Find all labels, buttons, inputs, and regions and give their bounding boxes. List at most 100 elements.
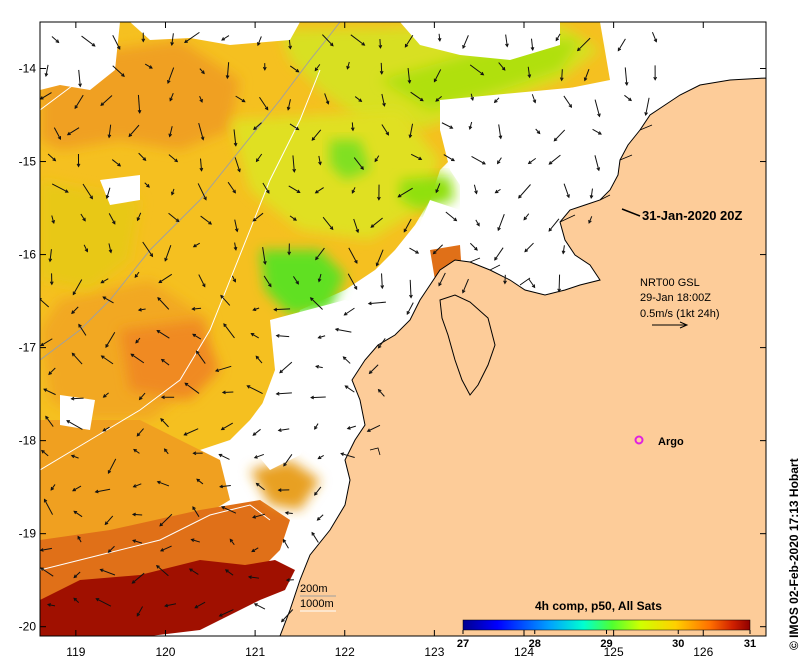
current-arrow — [273, 307, 291, 312]
current-arrow — [518, 184, 531, 199]
current-arrow — [164, 245, 172, 262]
current-arrow — [40, 547, 53, 552]
current-arrow — [194, 601, 206, 609]
lon-tick-label-125: 125 — [604, 645, 624, 659]
current-arrow — [218, 453, 230, 460]
current-arrow — [317, 335, 326, 339]
current-arrow — [498, 124, 503, 140]
current-arrow — [220, 422, 233, 431]
current-arrow — [102, 392, 109, 398]
current-arrow — [157, 297, 170, 310]
current-arrow — [346, 425, 356, 430]
current-arrow — [315, 364, 323, 369]
current-arrow — [624, 67, 629, 86]
current-arrow — [51, 183, 69, 193]
current-arrow — [289, 123, 300, 131]
current-arrow — [190, 538, 200, 543]
current-arrow — [107, 458, 117, 475]
model-time: 29-Jan 18:00Z — [640, 292, 711, 304]
current-arrow — [255, 153, 263, 163]
current-arrow — [255, 482, 265, 491]
current-arrow — [644, 97, 650, 117]
current-arrow — [462, 35, 469, 49]
lat-tick-label--16: -16 — [19, 248, 37, 262]
current-arrow — [43, 498, 53, 515]
current-arrow — [288, 39, 292, 50]
current-arrow — [548, 154, 561, 165]
current-arrow — [334, 327, 352, 333]
current-arrow — [183, 428, 199, 436]
current-arrow — [163, 448, 169, 455]
current-arrow — [377, 388, 385, 397]
current-arrow — [354, 96, 363, 103]
current-arrow — [50, 484, 56, 491]
current-arrow — [342, 356, 351, 364]
current-arrow — [351, 187, 356, 194]
current-arrow — [168, 212, 180, 223]
current-arrow — [496, 157, 502, 165]
current-arrow — [275, 391, 292, 396]
current-arrow — [160, 418, 169, 428]
current-arrow — [71, 306, 79, 315]
current-arrow — [287, 243, 292, 256]
vector-scale-label: 0.5m/s (1kt 24h) — [640, 308, 719, 320]
current-arrow — [235, 95, 246, 103]
land-peninsula — [439, 294, 496, 396]
coast-islands — [369, 124, 653, 456]
current-arrow — [404, 34, 414, 48]
current-arrow — [132, 483, 142, 488]
current-arrow — [468, 121, 473, 130]
current-arrow — [234, 157, 241, 173]
current-arrow — [221, 390, 234, 395]
current-arrow — [156, 329, 170, 339]
current-arrow — [131, 512, 143, 517]
sst-field — [40, 22, 610, 636]
current-arrow — [199, 96, 203, 103]
contour-200m — [40, 22, 341, 361]
current-arrow — [503, 274, 507, 285]
lon-tick-label-122: 122 — [335, 645, 355, 659]
current-arrow — [142, 241, 154, 258]
current-arrow — [199, 68, 205, 75]
current-arrow — [73, 597, 80, 603]
bathymetry-legend: 200m 1000m — [300, 583, 336, 612]
current-arrow — [505, 34, 509, 48]
current-arrow — [72, 485, 82, 492]
current-arrow — [353, 218, 360, 234]
argo-float[interactable] — [634, 435, 644, 445]
current-arrow — [250, 333, 259, 339]
current-arrow — [130, 353, 145, 364]
current-arrow — [530, 38, 535, 51]
current-arrow — [555, 33, 561, 42]
current-arrow — [314, 187, 324, 194]
current-arrow — [350, 122, 355, 132]
current-arrow — [46, 603, 56, 607]
current-arrow — [409, 279, 413, 299]
current-arrow — [135, 337, 141, 344]
current-arrow — [410, 153, 423, 161]
current-arrow — [397, 187, 413, 198]
current-arrow — [195, 350, 206, 364]
argo-marker — [634, 435, 644, 445]
current-arrow — [102, 426, 110, 432]
current-arrow — [494, 247, 504, 261]
current-arrow — [40, 567, 54, 577]
current-arrow — [112, 65, 125, 77]
current-arrow — [104, 515, 114, 526]
current-arrow — [311, 531, 319, 543]
current-arrow — [246, 385, 263, 394]
current-arrow — [563, 183, 570, 199]
current-arrow — [559, 69, 564, 82]
current-arrow — [311, 129, 322, 141]
current-arrow — [252, 428, 261, 436]
current-arrow — [346, 61, 350, 70]
colorbar-tick-label-31: 31 — [744, 638, 756, 650]
current-arrow — [252, 513, 266, 519]
current-arrow — [247, 575, 260, 580]
current-arrow — [133, 448, 140, 454]
current-arrow — [498, 62, 506, 71]
current-arrow — [283, 454, 293, 467]
current-arrow — [137, 94, 142, 114]
current-arrow — [253, 122, 262, 131]
current-arrow — [277, 428, 290, 433]
